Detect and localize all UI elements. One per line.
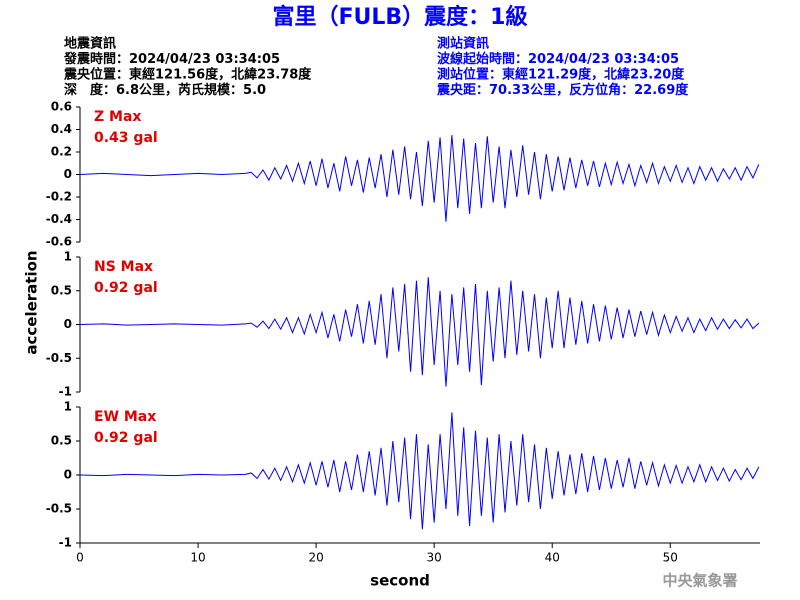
y-tick-label: 1 xyxy=(64,400,72,414)
y-tick-label: 0 xyxy=(64,468,72,482)
annotation: 0.92 gal xyxy=(94,280,158,296)
info-line: 地震資訊 xyxy=(64,36,116,52)
y-tick-label: 0 xyxy=(64,167,72,181)
y-tick-label: 0.4 xyxy=(51,122,72,136)
info-line: 震央位置：東經121.56度，北緯23.78度 xyxy=(63,67,312,83)
y-tick-label: 1 xyxy=(64,250,72,264)
y-tick-label: -0.5 xyxy=(46,502,72,516)
annotation: 0.92 gal xyxy=(94,430,158,446)
y-tick-label: -0.2 xyxy=(46,190,72,204)
y-tick-label: 0 xyxy=(64,317,72,331)
info-line: 測站位置：東經121.29度，北緯23.20度 xyxy=(437,67,685,83)
info-line: 發震時間：2024/04/23 03:34:05 xyxy=(63,51,280,67)
x-tick-label: 20 xyxy=(308,551,323,565)
info-line: 測站資訊 xyxy=(437,36,489,52)
info-line: 震央距：70.33公里，反方位角：22.69度 xyxy=(436,82,689,98)
x-tick-label: 10 xyxy=(190,551,205,565)
y-tick-label: -1 xyxy=(59,385,72,399)
x-tick-label: 40 xyxy=(545,551,560,565)
annotation: Z Max xyxy=(94,109,141,125)
y-tick-label: 0.2 xyxy=(51,145,72,159)
title: 富里（FULB）震度：1級 xyxy=(273,4,528,30)
annotation: 0.43 gal xyxy=(94,130,158,146)
y-tick-label: -1 xyxy=(59,536,72,550)
waveform xyxy=(79,135,760,222)
info-line: 深 度：6.8公里，芮氏規模：5.0 xyxy=(64,82,266,98)
annotation: NS Max xyxy=(94,259,153,275)
y-tick-label: 0.5 xyxy=(51,283,72,297)
y-tick-label: 0.6 xyxy=(51,100,72,114)
x-tick-label: 0 xyxy=(76,551,84,565)
x-axis-label: second xyxy=(370,572,430,590)
y-tick-label: 0.5 xyxy=(51,434,72,448)
x-tick-label: 50 xyxy=(663,551,678,565)
y-tick-label: -0.4 xyxy=(46,212,72,226)
y-tick-label: -0.5 xyxy=(46,351,72,365)
x-tick-label: 30 xyxy=(427,551,442,565)
y-axis-label: acceleration xyxy=(23,250,41,354)
annotation: EW Max xyxy=(94,409,156,425)
waveform xyxy=(79,412,760,530)
y-tick-label: -0.6 xyxy=(46,235,72,249)
waveform xyxy=(79,277,760,387)
footer: 中央氣象署 xyxy=(662,572,737,590)
info-line: 波線起始時間：2024/04/23 03:34:05 xyxy=(437,51,679,67)
